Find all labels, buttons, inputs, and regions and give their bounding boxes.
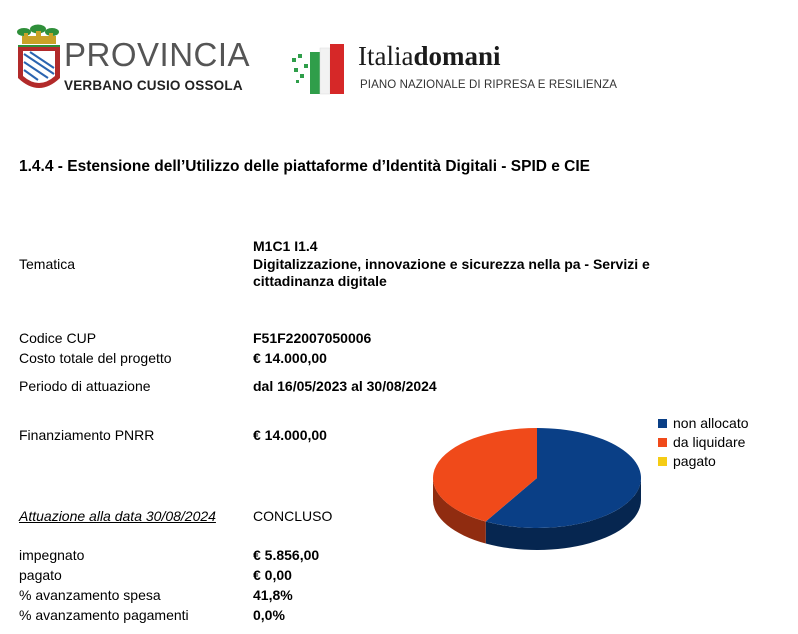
pagato-value: € 0,00: [253, 567, 292, 583]
legend-item: non allocato: [658, 414, 749, 433]
legend-swatch: [658, 419, 667, 428]
periodo-value: dal 16/05/2023 al 30/08/2024: [253, 378, 437, 394]
pagato-label: pagato: [19, 567, 62, 583]
attuazione-label: Attuazione alla data 30/08/2024: [19, 508, 216, 524]
provincia-name: PROVINCIA: [64, 36, 251, 73]
italiadomani-brand: Italiadomani: [358, 41, 501, 71]
spesa-value: 41,8%: [253, 587, 293, 603]
italiadomani-subtitle: PIANO NAZIONALE DI RIPRESA E RESILIENZA: [360, 79, 617, 91]
tematica-value: M1C1 I1.4 Digitalizzazione, innovazione …: [253, 238, 723, 291]
pagamenti-value: 0,0%: [253, 607, 285, 623]
spesa-label: % avanzamento spesa: [19, 587, 161, 603]
periodo-label: Periodo di attuazione: [19, 378, 151, 394]
legend-swatch: [658, 457, 667, 466]
attuazione-status: CONCLUSO: [253, 508, 333, 524]
costo-value: € 14.000,00: [253, 350, 327, 366]
provincia-coat-of-arms-icon: [17, 24, 60, 88]
pie-side-1: [433, 478, 486, 544]
pie-slice-1: [433, 428, 537, 522]
finanziamento-label: Finanziamento PNRR: [19, 427, 155, 443]
impegnato-value: € 5.856,00: [253, 547, 320, 563]
legend-label: pagato: [673, 453, 716, 469]
pie-side-0: [485, 478, 641, 550]
impegnato-label: impegnato: [19, 547, 85, 563]
legend-item: pagato: [658, 452, 749, 471]
chart-legend: non allocato da liquidare pagato: [658, 414, 749, 471]
italiadomani-mark-icon: [290, 44, 348, 96]
legend-swatch: [658, 438, 667, 447]
provincia-logo: [14, 24, 254, 102]
legend-label: da liquidare: [673, 434, 746, 450]
tematica-code: M1C1 I1.4: [253, 238, 318, 254]
tematica-label: Tematica: [19, 256, 76, 272]
budget-pie-chart: [433, 428, 642, 550]
legend-label: non allocato: [673, 415, 749, 431]
pagamenti-label: % avanzamento pagamenti: [19, 607, 189, 623]
pie-slice-0: [485, 428, 642, 528]
provincia-subname: VERBANO CUSIO OSSOLA: [64, 78, 243, 93]
cup-label: Codice CUP: [19, 330, 97, 346]
cup-value: F51F22007050006: [253, 330, 372, 346]
legend-item: da liquidare: [658, 433, 749, 452]
costo-label: Costo totale del progetto: [19, 350, 172, 366]
tematica-description: Digitalizzazione, innovazione e sicurezz…: [253, 255, 650, 290]
project-title: 1.4.4 - Estensione dell’Utilizzo delle p…: [19, 158, 591, 175]
finanziamento-value: € 14.000,00: [253, 427, 327, 443]
